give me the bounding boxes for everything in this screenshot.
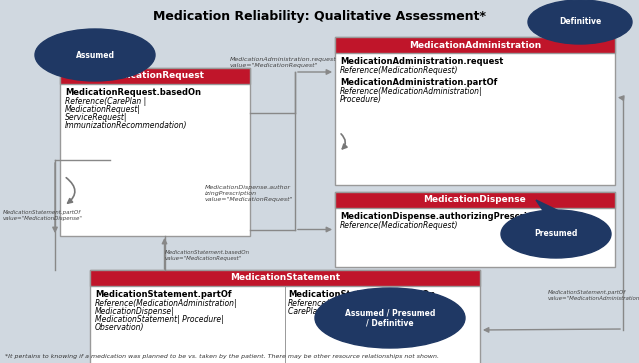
Polygon shape <box>370 290 400 295</box>
Text: MedicationRequest: MedicationRequest <box>106 72 204 81</box>
Text: MedicationAdministration.request
value="MedicationRequest": MedicationAdministration.request value="… <box>230 57 337 68</box>
FancyBboxPatch shape <box>90 270 480 363</box>
Ellipse shape <box>501 210 611 258</box>
Text: MedicationStatement.basedOn
value="MedicationRequest": MedicationStatement.basedOn value="Medic… <box>165 250 250 261</box>
Text: Observation): Observation) <box>95 323 144 332</box>
Text: Definitive: Definitive <box>559 17 601 26</box>
Text: Assumed / Presumed
/ Definitive: Assumed / Presumed / Definitive <box>345 308 435 328</box>
Text: CarePlan| ServiceRequest): CarePlan| ServiceRequest) <box>288 307 390 316</box>
Text: MedicationStatement.partOf
value="MedicationDispense": MedicationStatement.partOf value="Medica… <box>3 210 83 221</box>
Text: Reference(CarePlan |: Reference(CarePlan | <box>65 97 146 106</box>
FancyBboxPatch shape <box>90 270 480 286</box>
Text: MedicationStatement| Procedure|: MedicationStatement| Procedure| <box>95 315 224 324</box>
Ellipse shape <box>315 288 465 348</box>
Text: MedicationRequest|: MedicationRequest| <box>65 105 141 114</box>
FancyBboxPatch shape <box>60 68 250 84</box>
Text: Medication Reliability: Qualitative Assessment*: Medication Reliability: Qualitative Asse… <box>153 10 486 23</box>
Polygon shape <box>100 70 115 77</box>
Polygon shape <box>570 38 590 42</box>
Text: MedicationStatement.partOf
value="MedicationAdministration": MedicationStatement.partOf value="Medica… <box>548 290 639 301</box>
Text: ImmunizationRecommendation): ImmunizationRecommendation) <box>65 121 187 130</box>
Polygon shape <box>536 200 561 212</box>
Text: Presumed: Presumed <box>534 229 578 238</box>
Text: MedicationStatement: MedicationStatement <box>230 273 340 282</box>
Text: MedicationStatement.partOf: MedicationStatement.partOf <box>95 290 231 299</box>
Text: Reference(MedicationAdministration|: Reference(MedicationAdministration| <box>95 299 238 308</box>
Ellipse shape <box>35 29 155 81</box>
Text: MedicationAdministration.request: MedicationAdministration.request <box>340 57 504 66</box>
Text: Assumed: Assumed <box>75 50 114 60</box>
FancyBboxPatch shape <box>335 37 615 185</box>
Text: ServiceRequest|: ServiceRequest| <box>65 113 128 122</box>
Ellipse shape <box>528 0 632 44</box>
Text: MedicationDispense.authorizingPrescription: MedicationDispense.authorizingPrescripti… <box>340 212 551 221</box>
Text: Reference(MedicationRequest): Reference(MedicationRequest) <box>340 221 459 230</box>
FancyBboxPatch shape <box>60 68 250 236</box>
Text: Reference(MedicationAdministration|: Reference(MedicationAdministration| <box>340 87 482 96</box>
FancyBboxPatch shape <box>335 37 615 53</box>
Text: MedicationAdministration: MedicationAdministration <box>409 41 541 49</box>
Text: MedicationDispense: MedicationDispense <box>424 196 527 204</box>
Text: MedicationRequest.basedOn: MedicationRequest.basedOn <box>65 88 201 97</box>
Text: MedicationStatement.basedOn: MedicationStatement.basedOn <box>288 290 435 299</box>
FancyBboxPatch shape <box>335 192 615 267</box>
Text: *It pertains to knowing if a medication was planned to be vs. taken by the patie: *It pertains to knowing if a medication … <box>5 354 439 359</box>
Text: MedicationDispense.author
izingPrescription
value="MedicationRequest": MedicationDispense.author izingPrescript… <box>205 185 293 201</box>
Text: MedicationDispense|: MedicationDispense| <box>95 307 174 316</box>
Text: Reference(MedicationRequest): Reference(MedicationRequest) <box>340 66 459 75</box>
Text: MedicationAdministration.partOf: MedicationAdministration.partOf <box>340 78 497 87</box>
FancyBboxPatch shape <box>335 192 615 208</box>
Text: Reference(MedicationRequest|: Reference(MedicationRequest| <box>288 299 406 308</box>
Text: Procedure): Procedure) <box>340 95 382 104</box>
